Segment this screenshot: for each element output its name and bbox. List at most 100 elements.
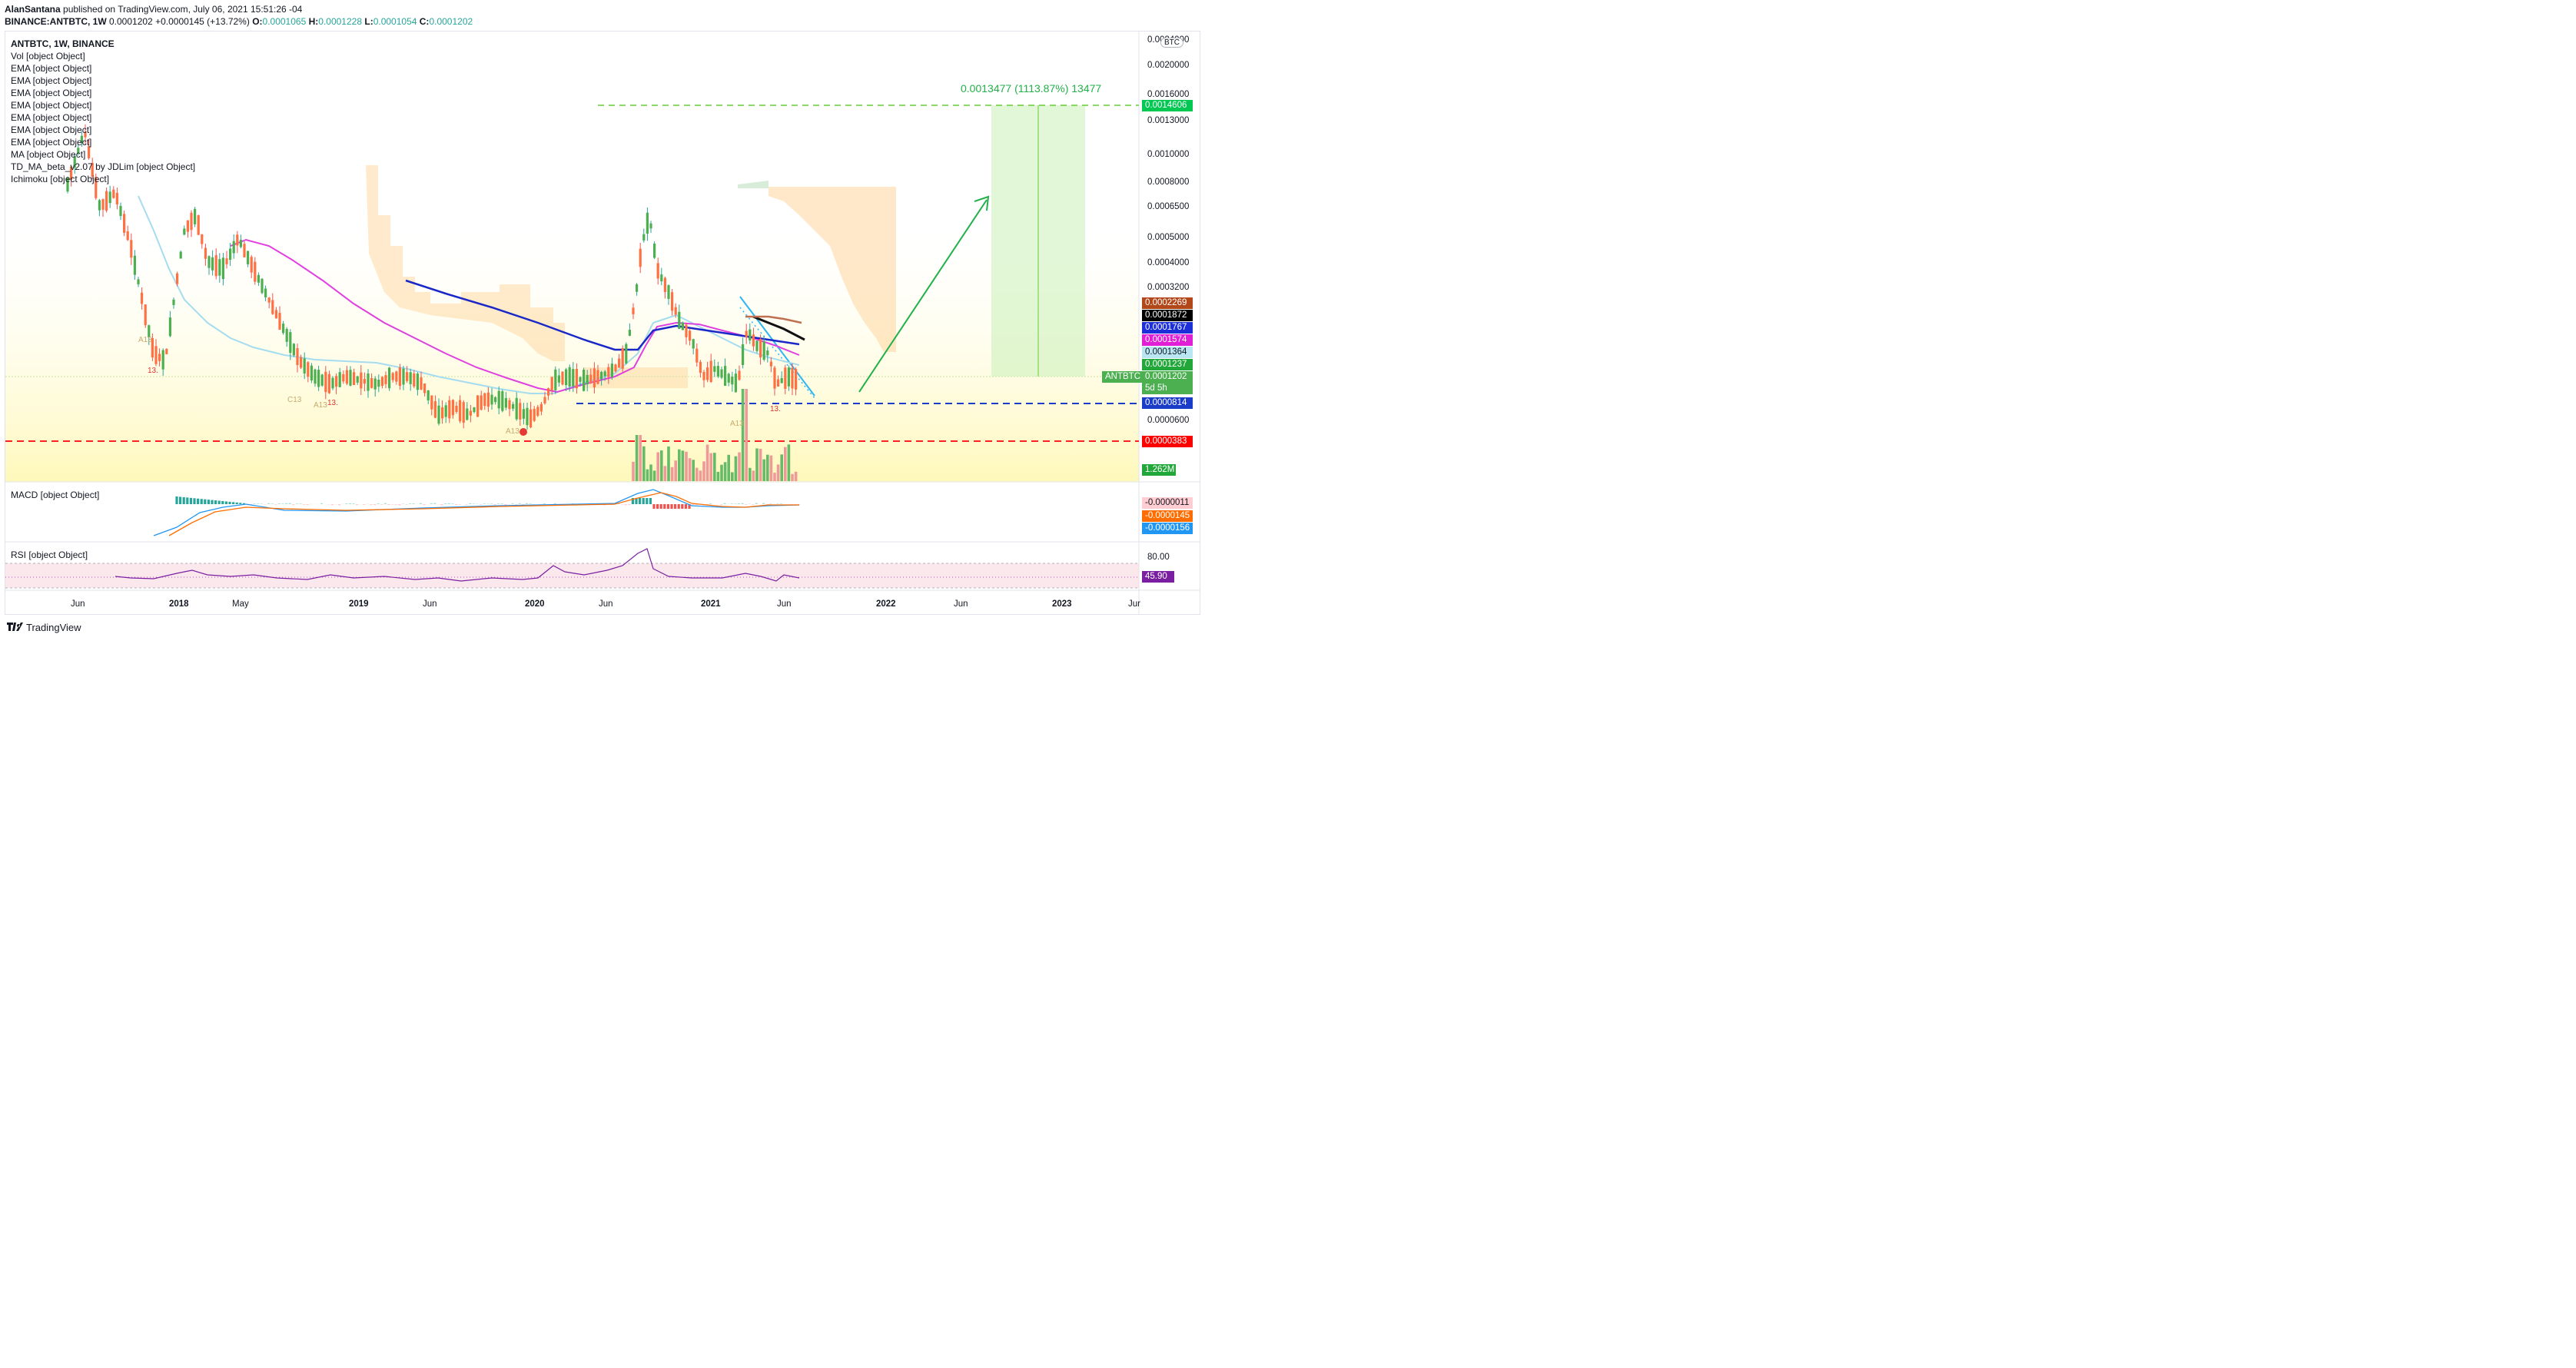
candle <box>356 376 359 383</box>
candle <box>151 337 154 358</box>
td-label: 13. <box>148 367 158 375</box>
legend-item[interactable]: EMA [object Object] <box>11 88 92 98</box>
macd-histogram-bar <box>383 503 387 504</box>
author-name[interactable]: AlanSantana <box>5 4 61 15</box>
candle <box>123 214 126 233</box>
time-label: Jur <box>1128 599 1140 609</box>
legend-item[interactable]: EMA [object Object] <box>11 137 92 148</box>
volume-bar <box>713 453 716 481</box>
legend-item[interactable]: EMA [object Object] <box>11 100 92 111</box>
legend-item[interactable]: Ichimoku [object Object] <box>11 174 110 184</box>
candle <box>689 330 692 341</box>
candle <box>713 366 716 372</box>
macd-histogram-bar <box>500 503 503 504</box>
macd-histogram-bar <box>469 503 472 504</box>
candle <box>384 375 387 384</box>
candle <box>649 223 652 229</box>
macd-histogram-bar <box>709 503 712 504</box>
legend-item[interactable]: EMA [object Object] <box>11 112 92 123</box>
candle <box>759 339 762 358</box>
candle <box>207 256 211 268</box>
candle <box>327 374 330 393</box>
background-gradient <box>5 231 1139 482</box>
volume-bar <box>720 464 723 481</box>
macd-histogram-bar <box>423 504 426 506</box>
candle <box>214 254 217 277</box>
macd-pane <box>153 489 801 536</box>
candle <box>583 370 586 391</box>
candle <box>557 375 560 383</box>
price-chart[interactable]: A13 13. C13 A13 13. A13 13. A13 0.001347… <box>0 0 1205 639</box>
candle <box>144 304 147 326</box>
candle <box>267 297 271 303</box>
volume-bar <box>752 470 755 481</box>
candle <box>254 261 257 282</box>
candle <box>165 348 168 354</box>
candle <box>243 244 246 257</box>
ohlc-line: BINANCE:ANTBTC, 1W 0.0001202 +0.0000145 … <box>5 16 473 27</box>
candle <box>773 367 776 389</box>
macd-histogram-bar <box>330 504 334 506</box>
volume-bar <box>716 471 720 481</box>
price-axis-label: 0.0006500 <box>1147 202 1190 211</box>
candle <box>681 322 684 330</box>
macd-histogram-bar <box>338 504 341 506</box>
candle <box>423 384 427 393</box>
currency-badge[interactable]: BTC <box>1160 38 1183 48</box>
candle <box>148 325 151 337</box>
candle <box>568 367 571 387</box>
macd-histogram-bar <box>681 504 684 509</box>
candle <box>784 367 787 389</box>
legend-item[interactable]: MA [object Object] <box>11 149 86 160</box>
candle <box>462 402 465 423</box>
candle <box>154 346 158 364</box>
candle <box>335 376 338 387</box>
candle <box>380 377 383 386</box>
price-tag: 0.0001872 <box>1142 310 1193 321</box>
ichimoku-cloud <box>366 165 565 361</box>
time-label: 2020 <box>525 599 545 609</box>
macd-histogram-bar <box>635 498 638 504</box>
candle <box>307 362 310 377</box>
macd-histogram-bar <box>515 504 518 505</box>
legend-item[interactable]: EMA [object Object] <box>11 63 92 74</box>
candle <box>179 251 182 259</box>
volume-bar <box>794 471 798 481</box>
legend-item[interactable]: EMA [object Object] <box>11 75 92 86</box>
candle <box>73 156 76 168</box>
candle <box>547 388 550 396</box>
macd-histogram-bar <box>741 503 744 504</box>
macd-histogram-bar <box>306 504 309 506</box>
macd-histogram-bar <box>765 504 768 505</box>
candle <box>512 403 515 409</box>
legend-symbol[interactable]: ANTBTC, 1W, BINANCE <box>11 38 115 49</box>
macd-histogram-bar <box>734 503 737 504</box>
td-label: 13. <box>327 399 338 407</box>
footer-brand[interactable]: TradingView <box>6 621 81 634</box>
candle <box>370 377 373 388</box>
volume-bar <box>709 453 712 481</box>
macd-histogram-bar <box>776 503 779 504</box>
candle <box>353 372 356 386</box>
close-value: 0.0001202 <box>429 16 473 27</box>
macd-histogram-bar <box>242 503 245 504</box>
candle <box>575 368 578 389</box>
candle <box>141 292 144 304</box>
candle <box>762 341 765 360</box>
volume-bar <box>652 470 656 481</box>
macd-histogram-bar <box>674 504 677 509</box>
candle <box>539 403 543 412</box>
macd-histogram-bar <box>652 504 656 509</box>
macd-label[interactable]: MACD [object Object] <box>11 490 100 500</box>
rsi-label[interactable]: RSI [object Object] <box>11 550 88 560</box>
volume-bar <box>749 467 752 481</box>
legend-item[interactable]: EMA [object Object] <box>11 125 92 135</box>
macd-histogram-bar <box>175 496 178 504</box>
macd-histogram-bar <box>649 498 652 504</box>
macd-histogram-bar <box>454 504 457 506</box>
legend-item[interactable]: Vol [object Object] <box>11 51 85 61</box>
candle <box>211 257 214 271</box>
macd-histogram-bar <box>409 503 412 504</box>
candle <box>247 251 250 264</box>
legend-item[interactable]: TD_MA_beta_v2.07 by JDLim [object Object… <box>11 161 196 172</box>
